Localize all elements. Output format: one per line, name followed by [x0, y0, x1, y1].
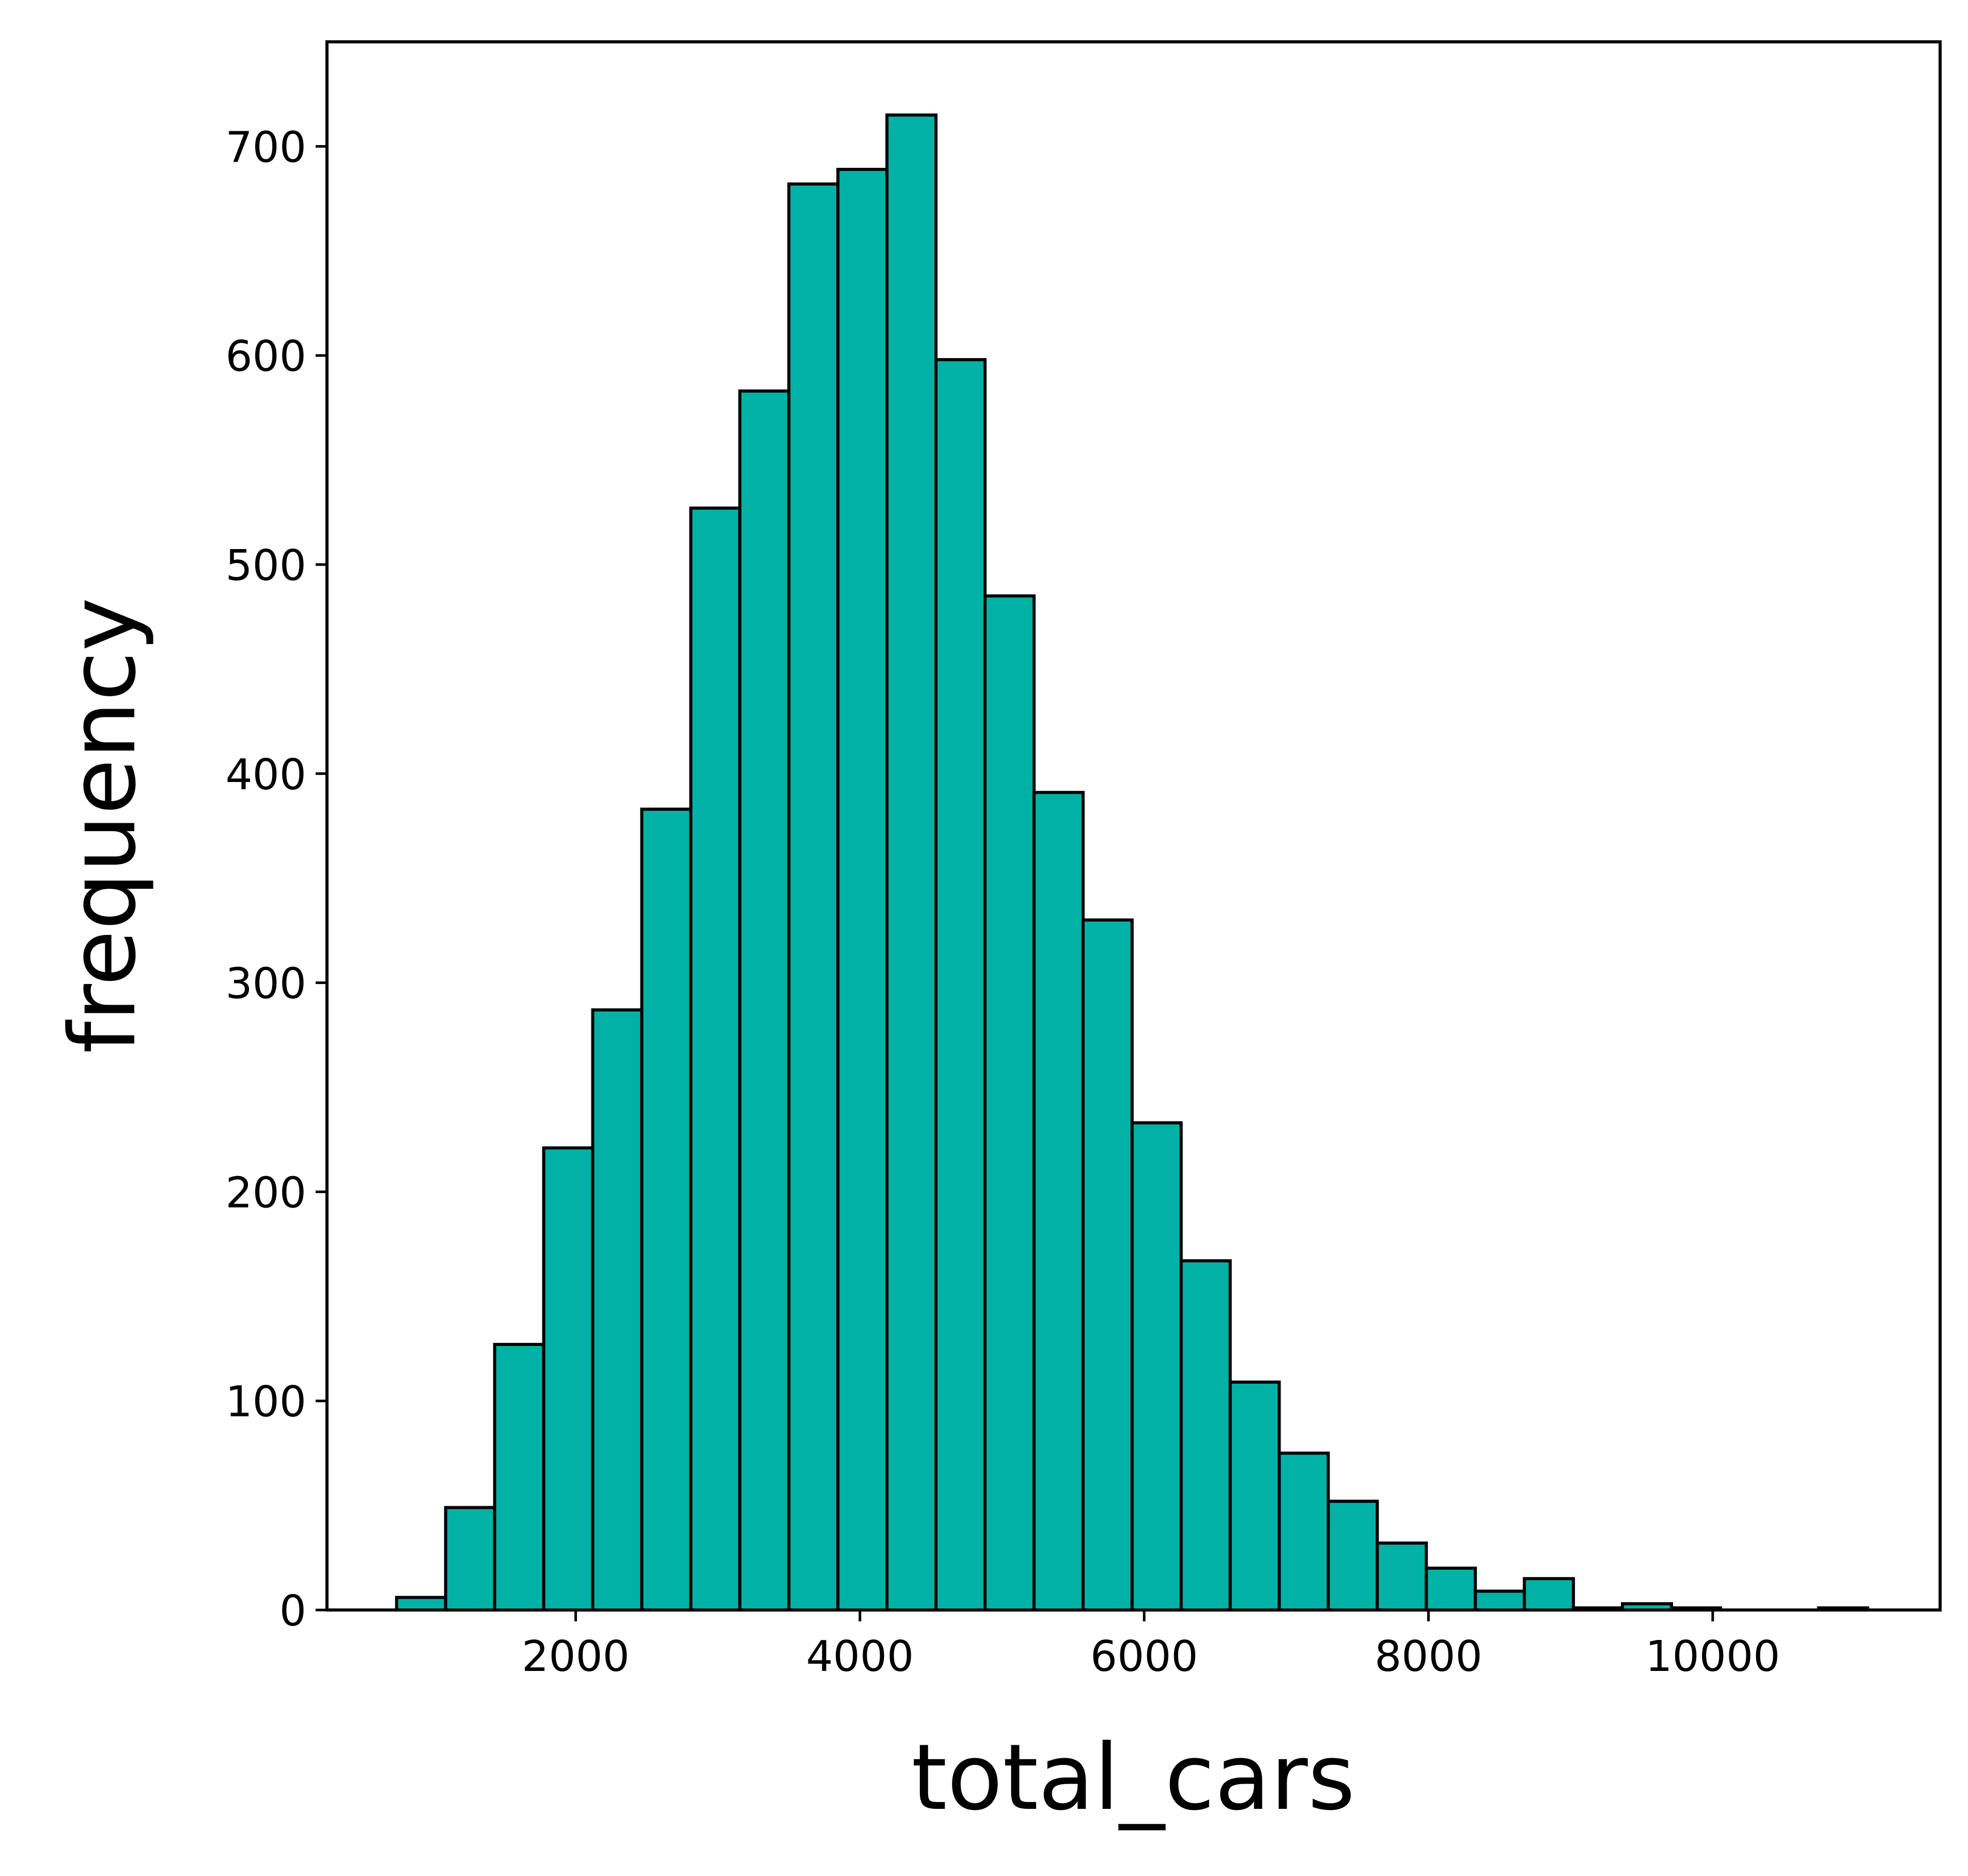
x-tick-label: 2000 [522, 1632, 630, 1681]
histogram-bar-7 [738, 389, 791, 1612]
x-tick-label: 8000 [1375, 1632, 1482, 1681]
plot-area-frame [325, 40, 1942, 1612]
y-tick-label: 400 [225, 751, 306, 800]
bars-group [395, 113, 1869, 1612]
y-tick-label: 500 [225, 541, 306, 590]
histogram-bar-17 [1228, 1380, 1281, 1612]
histogram-bar-10 [885, 113, 938, 1612]
y-tick-label: 600 [225, 332, 306, 381]
histogram-bar-13 [1032, 791, 1085, 1612]
histogram-bar-1 [444, 1506, 496, 1612]
histogram-bar-3 [542, 1146, 595, 1612]
y-tick-label: 200 [225, 1168, 306, 1217]
x-axis-ticks: 2000 4000 6000 8000 10000 [522, 1610, 1780, 1681]
histogram-bar-0 [395, 1596, 447, 1612]
x-tick-label: 6000 [1090, 1632, 1198, 1681]
histogram-bar-21 [1425, 1567, 1477, 1612]
histogram-bar-16 [1179, 1259, 1232, 1612]
histogram-bar-4 [591, 1008, 644, 1612]
histogram-bar-14 [1081, 918, 1134, 1612]
y-axis-ticks: 0 100 200 300 400 500 600 700 [225, 123, 327, 1636]
y-tick-label: 100 [225, 1378, 306, 1427]
histogram-bar-9 [836, 167, 889, 1612]
histogram-bar-19 [1326, 1499, 1379, 1612]
y-tick-label: 0 [279, 1587, 306, 1636]
histogram-bar-2 [493, 1342, 545, 1612]
y-axis-label: frequency [50, 598, 156, 1054]
histogram-bar-20 [1376, 1541, 1428, 1612]
histogram-bar-12 [983, 594, 1036, 1612]
histogram-bar-6 [689, 506, 742, 1612]
histogram-bar-15 [1130, 1121, 1183, 1612]
x-tick-label: 4000 [806, 1632, 914, 1681]
histogram-bar-8 [787, 182, 840, 1612]
y-tick-label: 700 [225, 123, 306, 172]
histogram-bar-5 [640, 807, 693, 1612]
x-tick-label: 10000 [1645, 1632, 1780, 1681]
histogram-bar-22 [1474, 1589, 1526, 1612]
histogram-bar-18 [1277, 1451, 1330, 1612]
histogram-bar-11 [934, 358, 987, 1612]
y-tick-label: 300 [225, 960, 306, 1009]
histogram-bar-23 [1523, 1577, 1575, 1612]
x-axis-label: total_cars [911, 1725, 1355, 1831]
